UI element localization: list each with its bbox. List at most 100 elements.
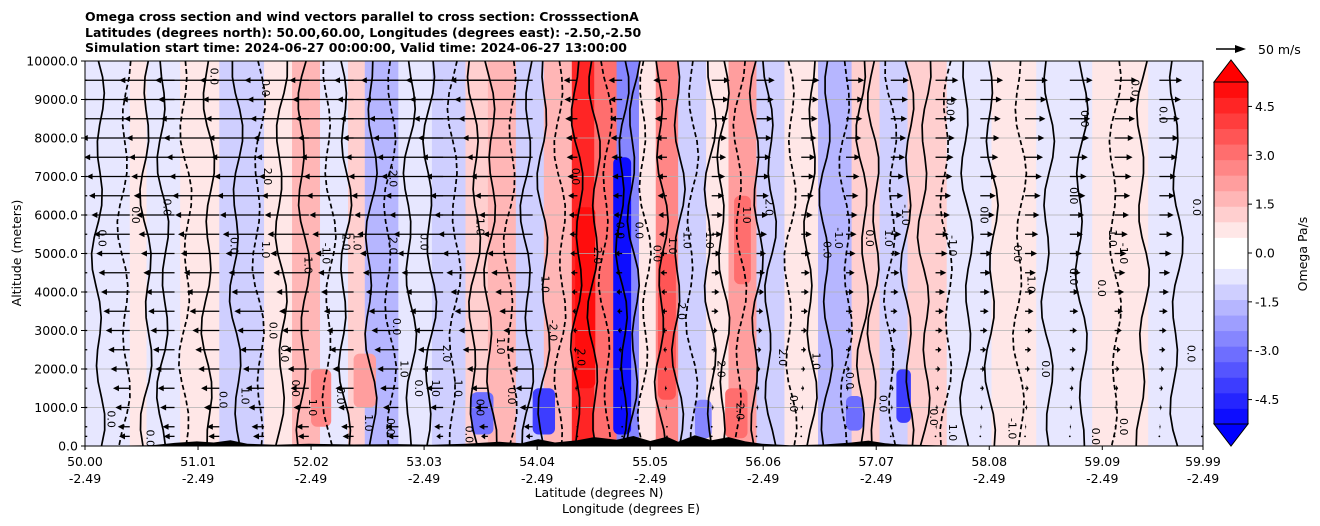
wind-vector-head [1207,270,1213,276]
title-line-1: Omega cross section and wind vectors par… [85,9,639,24]
wind-vector-head [195,346,202,353]
wind-vector-head [42,154,48,160]
wind-vector-head [115,404,122,411]
wind-vector-head [1032,231,1039,238]
wind-vector-head [1174,96,1181,103]
contour-label: -1.0 [319,243,332,264]
contour-label: 0.0 [412,380,425,398]
contour-label: 0.0 [505,387,518,405]
wind-vector [934,435,937,438]
wind-vector-head [421,366,428,372]
wind-vector-head [847,385,849,392]
wind-vector-head [572,308,576,315]
contour-label: 0.0 [216,391,229,409]
wind-vector-head [937,346,942,353]
contour-label: 0.0 [614,222,627,240]
wind-vector-head [654,115,661,122]
colorbar-segment [1214,377,1248,394]
wind-vector-head [470,385,477,392]
colorbar-tick-label: 4.5 [1255,99,1275,114]
colorbar-segment [1214,206,1248,223]
wind-vector [800,425,803,428]
wind-vector-head [334,77,341,84]
wind-vector-head [430,404,437,411]
wind-vector-head [803,346,807,353]
wind-vector-head [811,115,818,122]
wind-vector-head [609,115,616,122]
contour-label: 2.0 [675,303,688,321]
colorbar-tick-label: 3.0 [1255,148,1275,163]
wind-vector-head [759,269,766,276]
omega-cell [896,369,911,423]
wind-vector-head [758,327,763,334]
wind-vector-head [712,385,715,392]
wind-vector-head [357,231,364,238]
wind-vector-head [846,404,848,411]
wind-vector-head [507,346,514,353]
wind-vector-head [401,269,408,276]
wind-vector-head [1075,250,1082,257]
wind-vector-head [568,212,574,218]
contour-label: 1.0 [809,353,822,371]
wind-vector-head [296,423,303,430]
wind-vector-head [659,250,665,257]
contour-label: 2.0 [574,349,587,367]
wind-vector-head [248,404,255,411]
wind-vector-head [768,77,775,84]
wind-vector-head [295,115,302,122]
wind-vector-head [118,433,125,440]
wind-vector-head [1206,289,1212,295]
wind-vector-head [1029,269,1036,276]
wind-vector-head [894,269,900,276]
wind-vector-head [1077,231,1084,238]
wind-vector-head [759,308,764,315]
contour-line [939,61,953,446]
wind-vector-head [332,366,339,372]
contour-label: -1.0 [703,227,716,248]
wind-vector-head [364,96,371,103]
contour-label: 0.0 [418,233,431,251]
wind-vector-head [1078,212,1085,218]
wind-vector-head [430,192,437,199]
wind-vector-head [1159,423,1161,430]
wind-vector-head [417,346,424,353]
contour-label: 0.0 [1067,268,1080,286]
y-tick-label: 3000.0 [34,323,78,338]
wind-vector-head [479,423,485,430]
contour-label: 1.0 [474,218,487,236]
wind-vector-head [312,231,319,238]
wind-vector-head [617,308,621,315]
wind-vector-head [264,212,271,218]
wind-vector-head [143,269,150,276]
wind-vector-head [293,404,300,411]
colorbar-segment [1214,299,1248,316]
wind-vector-head [206,423,213,430]
wind-vector-head [335,385,342,392]
wind-vector-head [612,173,619,180]
y-tick-label: 6000.0 [34,208,78,223]
wind-vector-head [345,154,352,161]
wind-vector-head [804,289,809,295]
wind-vector-head [718,192,725,199]
contour-label: -1.0 [899,204,912,225]
contour-line [762,61,778,446]
wind-vector-head [1026,366,1030,372]
wind-vector-head [1083,135,1090,141]
wind-vector-head [714,308,719,315]
wind-vector-head [722,96,729,103]
wind-vector-head [802,404,804,411]
wind-vector-head [425,173,432,180]
wind-vector-head [715,269,721,276]
wind-vector-head [389,212,396,218]
wind-vector-head [1026,404,1028,411]
x-tick-label-lon: -2.49 [408,471,440,486]
contour-label: 0.0 [267,322,280,340]
wind-vector-head [936,385,940,392]
contour-label: 0.0 [821,241,834,259]
wind-vector [755,425,758,428]
wind-vector-head [426,385,433,392]
contour-label: -1.0 [832,227,845,248]
wind-vector-head [1070,423,1072,430]
contour-line [536,61,551,446]
wind-vector-head [1079,192,1086,199]
